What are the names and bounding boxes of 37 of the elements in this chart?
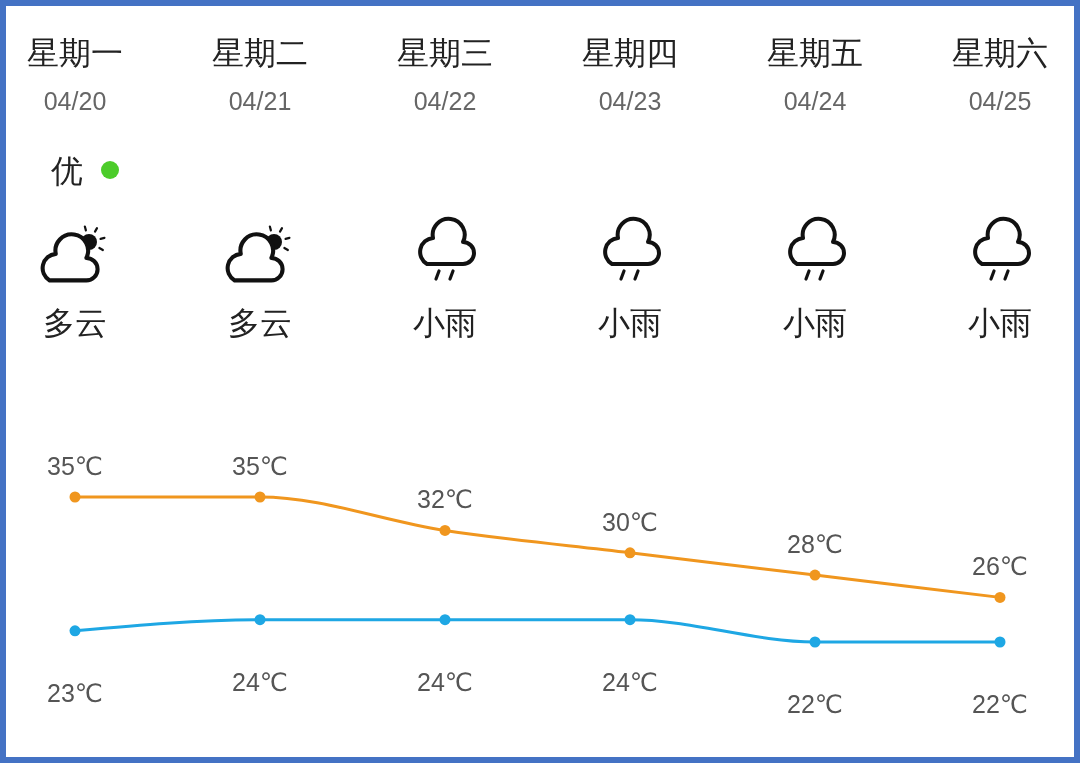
point bbox=[254, 491, 266, 503]
x-tick-label: 星期二 04/21 bbox=[212, 35, 308, 115]
point bbox=[624, 614, 636, 626]
data-label: 24℃ bbox=[602, 667, 658, 696]
x-tick-label: 星期一 04/20 bbox=[27, 35, 123, 115]
point bbox=[439, 524, 451, 536]
data-label: 22℃ bbox=[787, 690, 843, 718]
data-label: 26℃ bbox=[972, 552, 1028, 581]
data-label: 35℃ bbox=[232, 452, 288, 480]
point bbox=[809, 569, 821, 581]
data-label: 24℃ bbox=[232, 667, 288, 696]
point bbox=[439, 614, 451, 626]
x-tick-label: 星期三 04/22 bbox=[397, 35, 493, 115]
point bbox=[994, 636, 1006, 648]
text: 优 bbox=[51, 153, 83, 189]
x-tick-label: 星期六 04/25 bbox=[952, 35, 1048, 115]
data-label: 22℃ bbox=[972, 690, 1028, 718]
text: 小雨 bbox=[968, 305, 1032, 341]
data-label: 35℃ bbox=[47, 452, 103, 480]
point bbox=[994, 591, 1006, 603]
data-label: 28℃ bbox=[787, 530, 843, 559]
point bbox=[69, 491, 81, 503]
data-label: 32℃ bbox=[417, 485, 473, 514]
x-tick-label: 星期五 04/24 bbox=[767, 35, 863, 115]
data-label: 24℃ bbox=[417, 667, 473, 696]
point bbox=[809, 636, 821, 648]
text: 多云 bbox=[228, 305, 292, 341]
text: 小雨 bbox=[598, 305, 662, 341]
text: 小雨 bbox=[783, 305, 847, 341]
data-label: 23℃ bbox=[47, 678, 103, 707]
point bbox=[69, 625, 81, 637]
x-tick-label: 星期四 04/23 bbox=[582, 35, 678, 115]
text: 多云 bbox=[43, 305, 107, 341]
point bbox=[624, 547, 636, 559]
point bbox=[254, 614, 266, 626]
data-label: 30℃ bbox=[602, 507, 658, 536]
text: 小雨 bbox=[413, 305, 477, 341]
